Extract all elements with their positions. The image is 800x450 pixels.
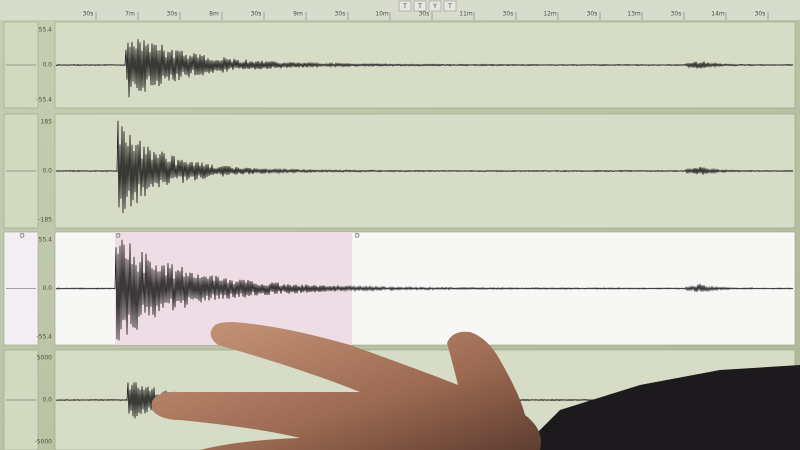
toolbar-label: Y [432,3,437,10]
time-label: 7m [125,11,135,18]
time-label: 13m [627,11,641,18]
seismic-trace [55,39,794,98]
amplitude-label: 185 [41,119,53,126]
amplitude-label: 0.0 [42,397,52,404]
hand [151,322,800,450]
amplitude-label: -185 [38,217,52,224]
hand-shape [151,322,542,450]
amplitude-label: -55.4 [36,97,52,104]
toolbar-button [443,0,457,12]
time-label: 30s [755,11,766,18]
amplitude-label: 55.4 [39,27,53,34]
phase-marker: D [116,233,121,240]
amplitude-label: 5000 [37,355,52,362]
amplitude-label: -5000 [35,439,53,446]
time-label: 8m [209,11,219,18]
amplitude-label: 0.0 [42,285,52,292]
phase-marker: D [355,233,360,240]
time-label: 9m [293,11,303,18]
time-axis: 30s 7m 30s 8m 30s 9m 30s 10m 30s 11m 30s 12m 30s 13m 3… [83,11,769,20]
seismic-trace [55,239,794,341]
time-label: 11m [459,11,473,18]
toolbar-button [428,0,442,12]
time-label: 30s [587,11,598,18]
time-label: 10m [375,11,389,18]
amplitude-label: 0.0 [42,168,52,175]
phase-marker: D [20,233,25,240]
time-label: 30s [167,11,178,18]
time-label: 12m [543,11,557,18]
amplitude-label: 55.4 [39,237,53,244]
amplitude-label: 0.0 [42,62,52,69]
trace-panels: 55.4 0.0 -55.4 185 0.0 -185 55.4 0.0 -55.4 D D D 500… [3,21,796,450]
toolbar-button [413,0,427,12]
toolbar-label: T [447,3,452,10]
time-label: 30s [83,11,94,18]
time-label: 30s [335,11,346,18]
toolbar-button [398,0,412,12]
time-label: 30s [503,11,514,18]
toolbar-label: T [417,3,422,10]
time-label: 14m [711,11,725,18]
time-label: 30s [419,11,430,18]
toolbar-label: T [402,3,407,10]
sleeve [520,365,800,450]
seismic-trace [55,120,794,214]
time-label: 30s [671,11,682,18]
time-label: 30s [251,11,262,18]
amplitude-label: -55.4 [36,334,52,341]
